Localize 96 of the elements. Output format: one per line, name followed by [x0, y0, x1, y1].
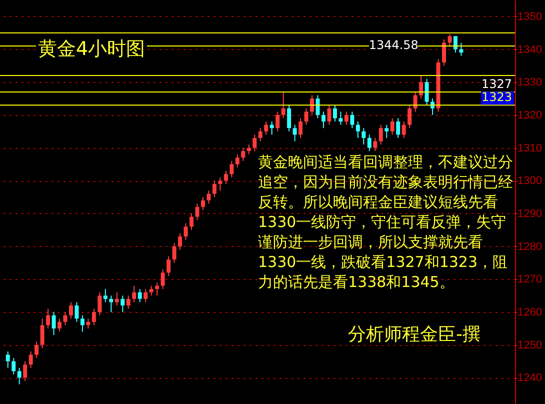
- candlestick: [178, 232, 182, 250]
- candlestick: [68, 302, 73, 320]
- annotation: 1344.58: [368, 38, 418, 52]
- candlestick: [235, 154, 240, 168]
- candlestick: [459, 42, 464, 56]
- candlestick: [138, 288, 142, 303]
- candlestick: [166, 256, 171, 276]
- candlestick: [218, 176, 222, 192]
- candlestick: [270, 121, 274, 136]
- y-tick-label: 1320: [518, 109, 542, 122]
- y-tick-label: 1290: [518, 208, 542, 220]
- candlestick: [212, 180, 216, 198]
- candlestick: [373, 137, 378, 152]
- candlestick: [356, 121, 360, 138]
- candlestick: [367, 134, 372, 152]
- candlestick: [23, 360, 28, 382]
- candlestick: [298, 118, 303, 138]
- candlestick: [126, 295, 130, 310]
- candlestick: [252, 134, 257, 152]
- candlestick: [332, 104, 337, 122]
- candlestick: [206, 190, 211, 204]
- candlestick: [316, 94, 320, 119]
- candlestick: [344, 111, 348, 126]
- candlestick: [98, 292, 102, 316]
- candlestick: [419, 75, 424, 100]
- text: 黄金4小时图: [36, 36, 148, 62]
- candlestick: [58, 318, 62, 332]
- candlestick: [362, 128, 366, 146]
- candlestick: [408, 104, 412, 129]
- candlestick: [424, 78, 429, 106]
- candlestick: [350, 111, 354, 129]
- candlestick: [155, 282, 160, 296]
- candlestick: [281, 91, 286, 119]
- candlestick: [120, 295, 125, 313]
- candlestick: [40, 318, 44, 349]
- candlestick: [442, 38, 446, 66]
- candlestick: [160, 268, 165, 290]
- candlestick: [74, 302, 79, 322]
- candlestick: [258, 128, 262, 142]
- y-tick-label: 1350: [518, 10, 542, 23]
- annotation: 黄金晚间适当看回调整理，不建议过分追空，因为目前没有迹象表明行情已经反转。所以晚间程金臣建议短线先看1330一线防守，守住可看反弹，失守谨防进一步回调，所以支撑就先看1330一线，跌破看1327和1323，阻力的话先是看1338和1345。: [258, 152, 514, 292]
- y-tick-label: 1270: [518, 274, 542, 286]
- candlestick: [144, 288, 148, 303]
- candlestick: [396, 118, 400, 138]
- y-tick-label: 1240: [518, 372, 542, 384]
- candlestick: [132, 285, 136, 303]
- candlestick: [292, 124, 297, 142]
- y-tick-label: 1330: [518, 76, 542, 89]
- candlestick: [264, 121, 268, 136]
- candlestick: [52, 312, 56, 336]
- y-tick-label: 1310: [518, 142, 542, 154]
- candlestick: [17, 367, 22, 385]
- candlestick: [86, 318, 90, 329]
- candlestick: [28, 350, 33, 368]
- y-tick-label: 1260: [518, 306, 542, 319]
- annotation: 分析师程金臣-撰: [348, 323, 480, 346]
- candlestick: [114, 292, 119, 306]
- candlestick: [149, 285, 154, 296]
- candlestick: [109, 295, 114, 313]
- candlestick: [413, 91, 418, 112]
- candlestick: [190, 212, 194, 230]
- candlestick: [241, 147, 246, 162]
- candlestick: [310, 94, 314, 116]
- candlestick: [230, 160, 234, 178]
- candlestick: [34, 341, 39, 359]
- y-tick-label: 1300: [518, 175, 542, 188]
- candlestick: [92, 308, 96, 326]
- y-tick-label: 1250: [518, 339, 542, 352]
- y-tick-label: 1280: [518, 240, 542, 253]
- candlestick: [80, 314, 84, 332]
- candlestick: [200, 196, 205, 211]
- candlestick: [195, 203, 200, 221]
- candlestick: [103, 288, 108, 303]
- candlestick: [338, 111, 343, 126]
- candlestick: [6, 350, 10, 368]
- candlestick: [402, 121, 406, 138]
- candlestick: [63, 312, 68, 326]
- candlestick: [321, 111, 326, 129]
- candlestick: [276, 111, 280, 132]
- candlestick: [304, 108, 308, 126]
- candlestick: [172, 242, 176, 264]
- y-tick-label: 1340: [518, 44, 542, 56]
- candlestick: [184, 222, 188, 240]
- candlestick: [448, 34, 452, 46]
- candlestick: [246, 144, 251, 155]
- candlestick: [453, 36, 458, 54]
- candlestick: [384, 124, 389, 138]
- candlestick: [327, 104, 332, 126]
- candlestick: [12, 358, 16, 375]
- ref-line-label: 1323: [481, 90, 512, 104]
- candlestick: [390, 118, 394, 136]
- ref-line-label: 1327: [481, 76, 512, 91]
- candlestick: [378, 124, 383, 146]
- candlestick: [46, 308, 50, 329]
- candlestick: [287, 104, 292, 132]
- candlestick: [224, 170, 228, 184]
